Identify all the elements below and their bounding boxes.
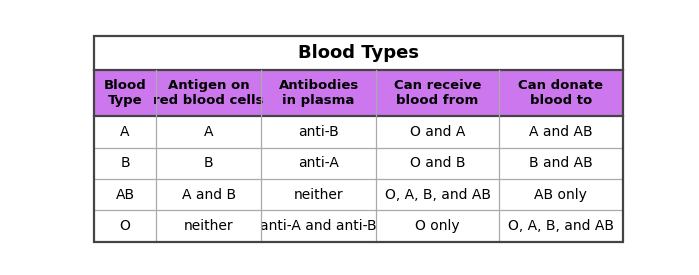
Text: anti-A: anti-A	[298, 156, 339, 170]
Text: O and A: O and A	[410, 125, 466, 139]
Text: Antigen on
red blood cells: Antigen on red blood cells	[153, 79, 264, 107]
Text: O and B: O and B	[410, 156, 466, 170]
Text: AB only: AB only	[534, 188, 587, 202]
Text: Can donate
blood to: Can donate blood to	[518, 79, 603, 107]
Text: B and AB: B and AB	[529, 156, 593, 170]
Text: O: O	[120, 219, 131, 233]
Text: O, A, B, and AB: O, A, B, and AB	[384, 188, 491, 202]
Text: O only: O only	[415, 219, 460, 233]
Text: O, A, B, and AB: O, A, B, and AB	[507, 219, 614, 233]
Bar	[94, 116, 623, 148]
Bar	[94, 210, 623, 241]
Text: Blood
Type: Blood Type	[103, 79, 147, 107]
Bar	[94, 36, 623, 70]
Text: anti-B: anti-B	[298, 125, 339, 139]
Text: A: A	[204, 125, 213, 139]
Text: A: A	[120, 125, 130, 139]
Text: Antibodies
in plasma: Antibodies in plasma	[278, 79, 359, 107]
Text: neither: neither	[184, 219, 233, 233]
Text: neither: neither	[294, 188, 343, 202]
Text: anti-A and anti-B: anti-A and anti-B	[260, 219, 377, 233]
Text: AB: AB	[115, 188, 135, 202]
Text: B: B	[204, 156, 213, 170]
Text: A and AB: A and AB	[529, 125, 593, 139]
Text: Blood Types: Blood Types	[298, 44, 419, 62]
Text: B: B	[120, 156, 130, 170]
Bar	[94, 148, 623, 179]
Text: A and B: A and B	[182, 188, 236, 202]
Bar	[94, 179, 623, 210]
Bar	[94, 70, 623, 116]
Text: Can receive
blood from: Can receive blood from	[394, 79, 481, 107]
